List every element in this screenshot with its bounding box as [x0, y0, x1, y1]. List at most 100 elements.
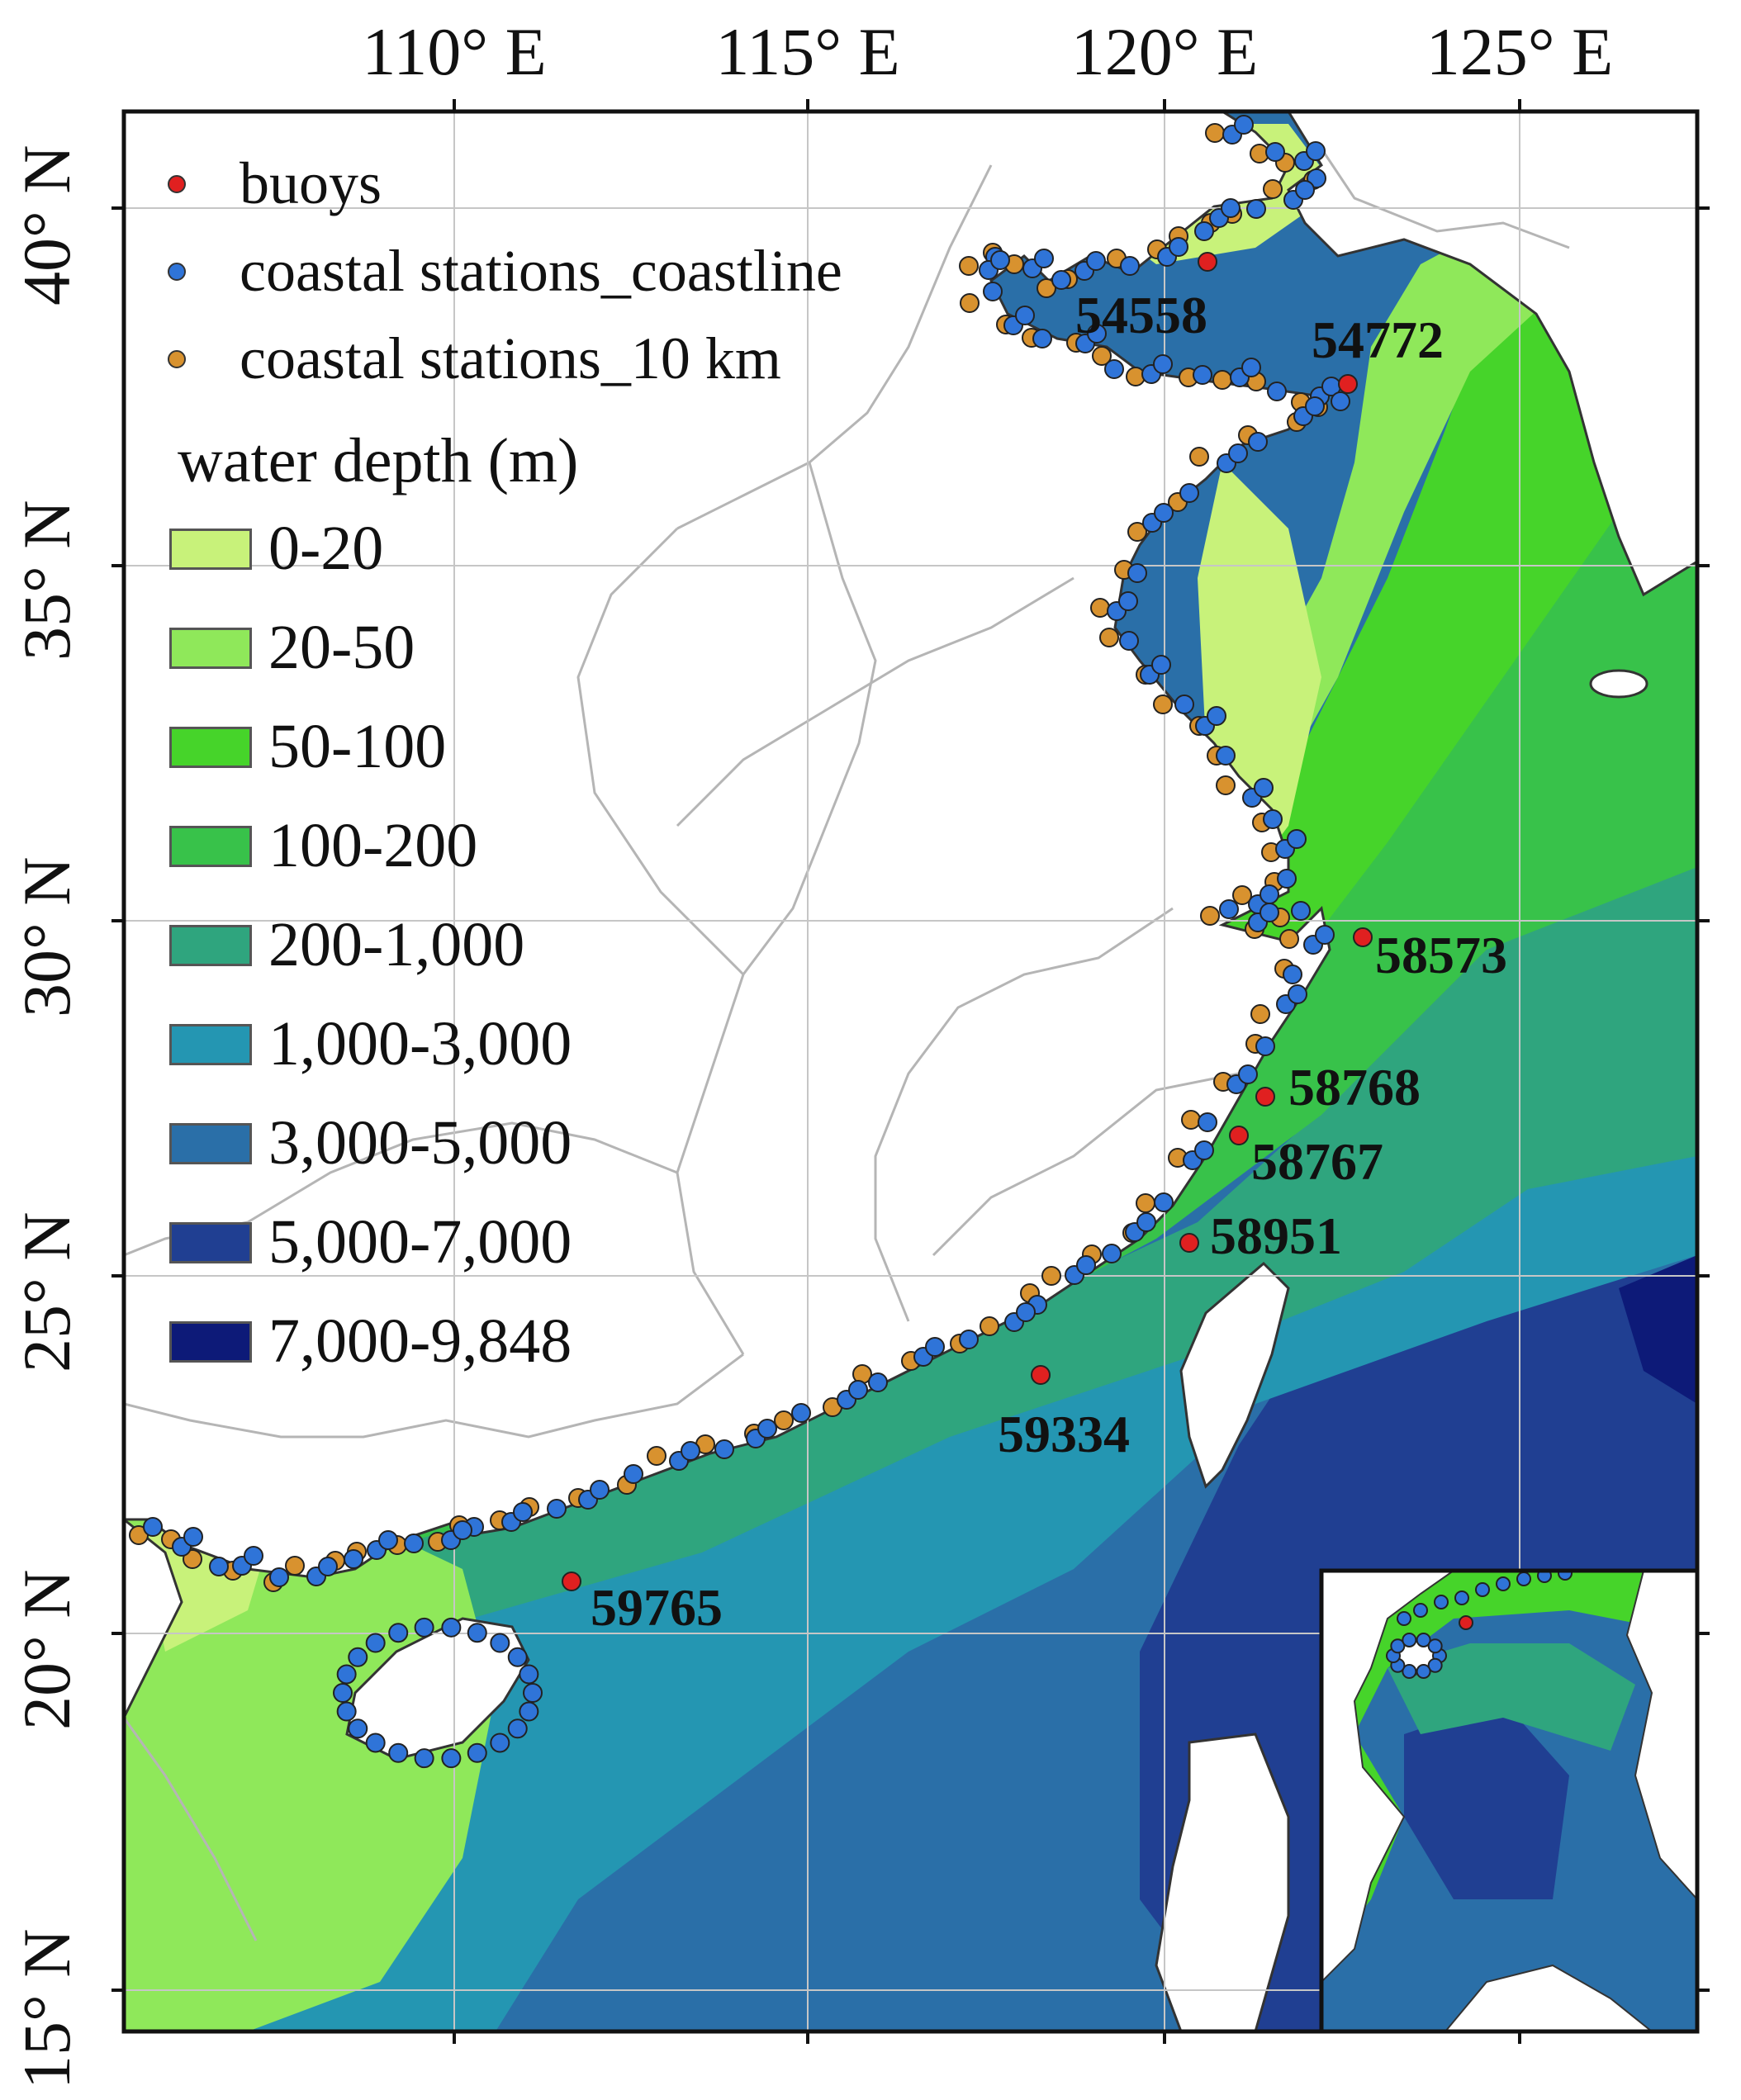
station-coastline-marker [1198, 1112, 1217, 1132]
luzon-land [1155, 1733, 1290, 2031]
station-coastline-marker [1120, 256, 1140, 276]
depth-swatch-8 [169, 1321, 252, 1363]
depth-label-5: 1,000-3,000 [268, 1009, 572, 1078]
station-coastline-marker [143, 1517, 163, 1537]
station-10km-marker [1279, 929, 1299, 949]
station-coastline-marker [1076, 1255, 1096, 1275]
depth-label-8: 7,000-9,848 [268, 1306, 572, 1376]
station-coastline-marker [1104, 359, 1124, 379]
depth-label-4: 200-1,000 [268, 910, 525, 979]
station-coastline-marker [624, 1464, 643, 1484]
station-coastline-marker [269, 1567, 289, 1587]
station-coastline-marker [1315, 925, 1335, 945]
map-frame [121, 109, 1700, 2034]
axis-ticks [111, 99, 1710, 2044]
inset-stations-layer [1386, 1571, 1573, 1680]
station-10km-marker [1153, 694, 1173, 714]
station-coastline-marker [681, 1441, 700, 1461]
station-coastline-marker [388, 1742, 409, 1763]
inset-station-marker [1475, 1582, 1490, 1597]
station-coastline-marker [990, 250, 1010, 270]
station-coastline-marker [490, 1633, 510, 1653]
depth-label-0: 0-20 [268, 514, 384, 583]
station-coastline-marker [757, 1419, 777, 1439]
station-coastline-marker [1307, 168, 1326, 188]
station-10km-marker [1037, 278, 1056, 298]
inset-land-west [1321, 1571, 1455, 1984]
province-boundaries [124, 148, 1570, 1941]
station-coastline-marker [318, 1557, 338, 1576]
lat-label-40: 40° N [9, 145, 84, 306]
station-coastline-marker [1246, 199, 1266, 219]
legend-depth-title: water depth (m) [178, 426, 579, 495]
inset-station-marker [1454, 1590, 1469, 1605]
buoy-label-59334: 59334 [998, 1405, 1130, 1463]
inset-station-marker [1516, 1571, 1531, 1586]
station-10km-marker [1205, 123, 1225, 143]
buoy-label-58951: 58951 [1210, 1206, 1342, 1265]
inset-station-marker [1427, 1657, 1443, 1673]
inset-station-marker [1537, 1571, 1552, 1583]
taiwan-island [1179, 1261, 1290, 1489]
depth-swatch-7 [169, 1222, 252, 1263]
station-coastline-marker [547, 1499, 567, 1519]
station-10km-marker [1212, 370, 1232, 390]
station-10km-marker [183, 1549, 202, 1569]
station-coastline-marker [1169, 237, 1188, 257]
map-body [124, 111, 1697, 2031]
station-10km-marker [1099, 628, 1119, 647]
station-coastline-marker [1086, 251, 1106, 271]
station-10km-marker [1250, 1004, 1270, 1024]
station-coastline-marker [441, 1617, 462, 1638]
inset-station-marker [1402, 1664, 1417, 1680]
station-coastline-marker [336, 1701, 357, 1722]
depth-swatch-4 [169, 925, 252, 966]
station-10km-marker [960, 293, 980, 313]
depth-swatch-3 [169, 826, 252, 867]
station-10km-marker [1127, 522, 1147, 542]
buoy-layer [562, 252, 1373, 1591]
station-coastline-marker [1331, 391, 1350, 411]
station-coastline-marker [1219, 899, 1239, 919]
station-coastline-marker [1265, 142, 1285, 162]
station-10km-marker [1263, 179, 1283, 199]
inset-map [1319, 1568, 1700, 2034]
station-coastline-marker [1306, 141, 1326, 161]
buoy-marker-54558 [1198, 252, 1217, 272]
station-coastline-marker [983, 282, 1003, 301]
station-coastline-marker [1267, 382, 1287, 401]
station-coastline-marker [1174, 694, 1194, 714]
inset-slope [1388, 1643, 1635, 1751]
inset-station-marker [1427, 1638, 1443, 1654]
inset-station-marker [1390, 1638, 1406, 1654]
depth-label-2: 50-100 [268, 712, 447, 781]
station-10km-marker [1092, 346, 1112, 366]
depth-swatch-0 [169, 529, 252, 570]
station-coastline-marker [1136, 1212, 1156, 1232]
station-coastline-marker [1194, 1140, 1214, 1160]
depth-swatch-1 [169, 628, 252, 669]
buoy-marker-58573 [1353, 927, 1373, 947]
station-coastline-marker [1241, 358, 1261, 377]
depth-label-1: 20-50 [268, 613, 415, 682]
station-coastline-marker [209, 1557, 229, 1576]
depth-swatch-2 [169, 727, 252, 768]
lon-label-120: 120° E [1070, 14, 1259, 89]
station-coastline-marker [1032, 329, 1052, 348]
station-coastline-marker [519, 1664, 539, 1685]
station-coastline-marker [507, 1647, 528, 1667]
station-coastline-marker [1259, 884, 1279, 904]
buoy-marker-58768 [1255, 1087, 1275, 1107]
station-10km-marker [980, 1316, 999, 1336]
station-coastline-marker [1234, 115, 1254, 135]
station-coastline-marker [1034, 249, 1054, 268]
vietnam-land [124, 1518, 183, 1718]
station-coastline-marker [414, 1617, 434, 1638]
station-coastline-marker [1295, 180, 1315, 200]
depth-swatch-6 [169, 1123, 252, 1164]
station-coastline-marker [1305, 396, 1325, 416]
station-coastline-marker [467, 1742, 487, 1763]
station-10km-marker [285, 1556, 305, 1576]
